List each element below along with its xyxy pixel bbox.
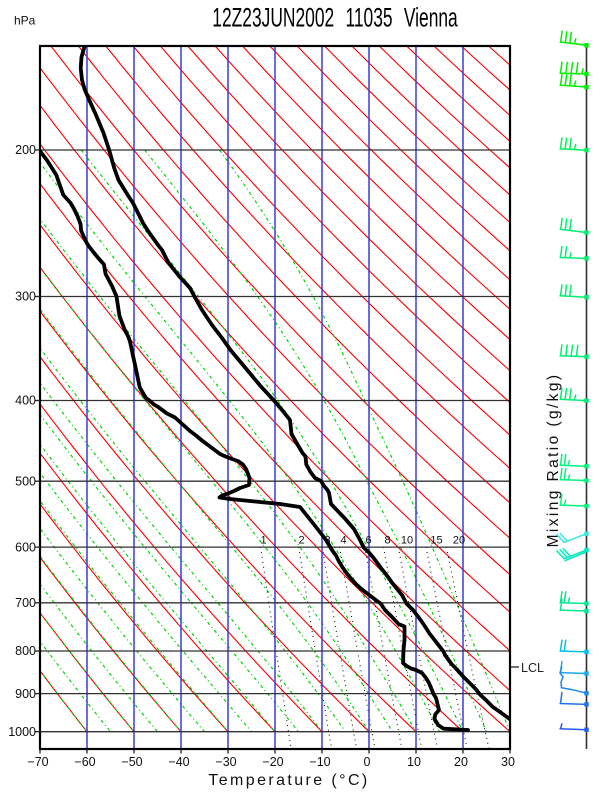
svg-text:Temperature (°C): Temperature (°C) <box>208 772 369 789</box>
svg-text:800: 800 <box>15 644 36 658</box>
svg-text:−30: −30 <box>215 755 236 769</box>
svg-text:1000: 1000 <box>8 725 36 739</box>
svg-text:hPa: hPa <box>14 14 36 28</box>
svg-text:700: 700 <box>15 596 36 610</box>
svg-text:30: 30 <box>501 755 515 769</box>
svg-text:600: 600 <box>15 540 36 554</box>
svg-text:200: 200 <box>15 143 36 157</box>
svg-text:−50: −50 <box>121 755 142 769</box>
svg-text:900: 900 <box>15 687 36 701</box>
svg-text:300: 300 <box>15 290 36 304</box>
svg-text:−10: −10 <box>309 755 330 769</box>
svg-text:LCL: LCL <box>521 661 544 675</box>
svg-text:Mixing Ratio (g/kg): Mixing Ratio (g/kg) <box>545 373 562 548</box>
svg-text:20: 20 <box>453 535 465 547</box>
svg-text:12Z23JUN2002 11035 Vienna: 12Z23JUN2002 11035 Vienna <box>212 2 458 33</box>
svg-text:10: 10 <box>407 755 421 769</box>
svg-text:1: 1 <box>260 535 266 547</box>
svg-text:0: 0 <box>364 755 371 769</box>
svg-text:8: 8 <box>384 535 390 547</box>
svg-text:500: 500 <box>15 474 36 488</box>
svg-text:15: 15 <box>430 535 442 547</box>
svg-text:−20: −20 <box>262 755 283 769</box>
svg-text:20: 20 <box>454 755 468 769</box>
svg-text:10: 10 <box>401 535 413 547</box>
svg-text:400: 400 <box>15 394 36 408</box>
svg-text:−70: −70 <box>27 755 48 769</box>
svg-text:−40: −40 <box>168 755 189 769</box>
svg-text:6: 6 <box>365 535 371 547</box>
svg-text:2: 2 <box>298 535 304 547</box>
svg-text:4: 4 <box>340 535 346 547</box>
svg-text:−60: −60 <box>74 755 95 769</box>
